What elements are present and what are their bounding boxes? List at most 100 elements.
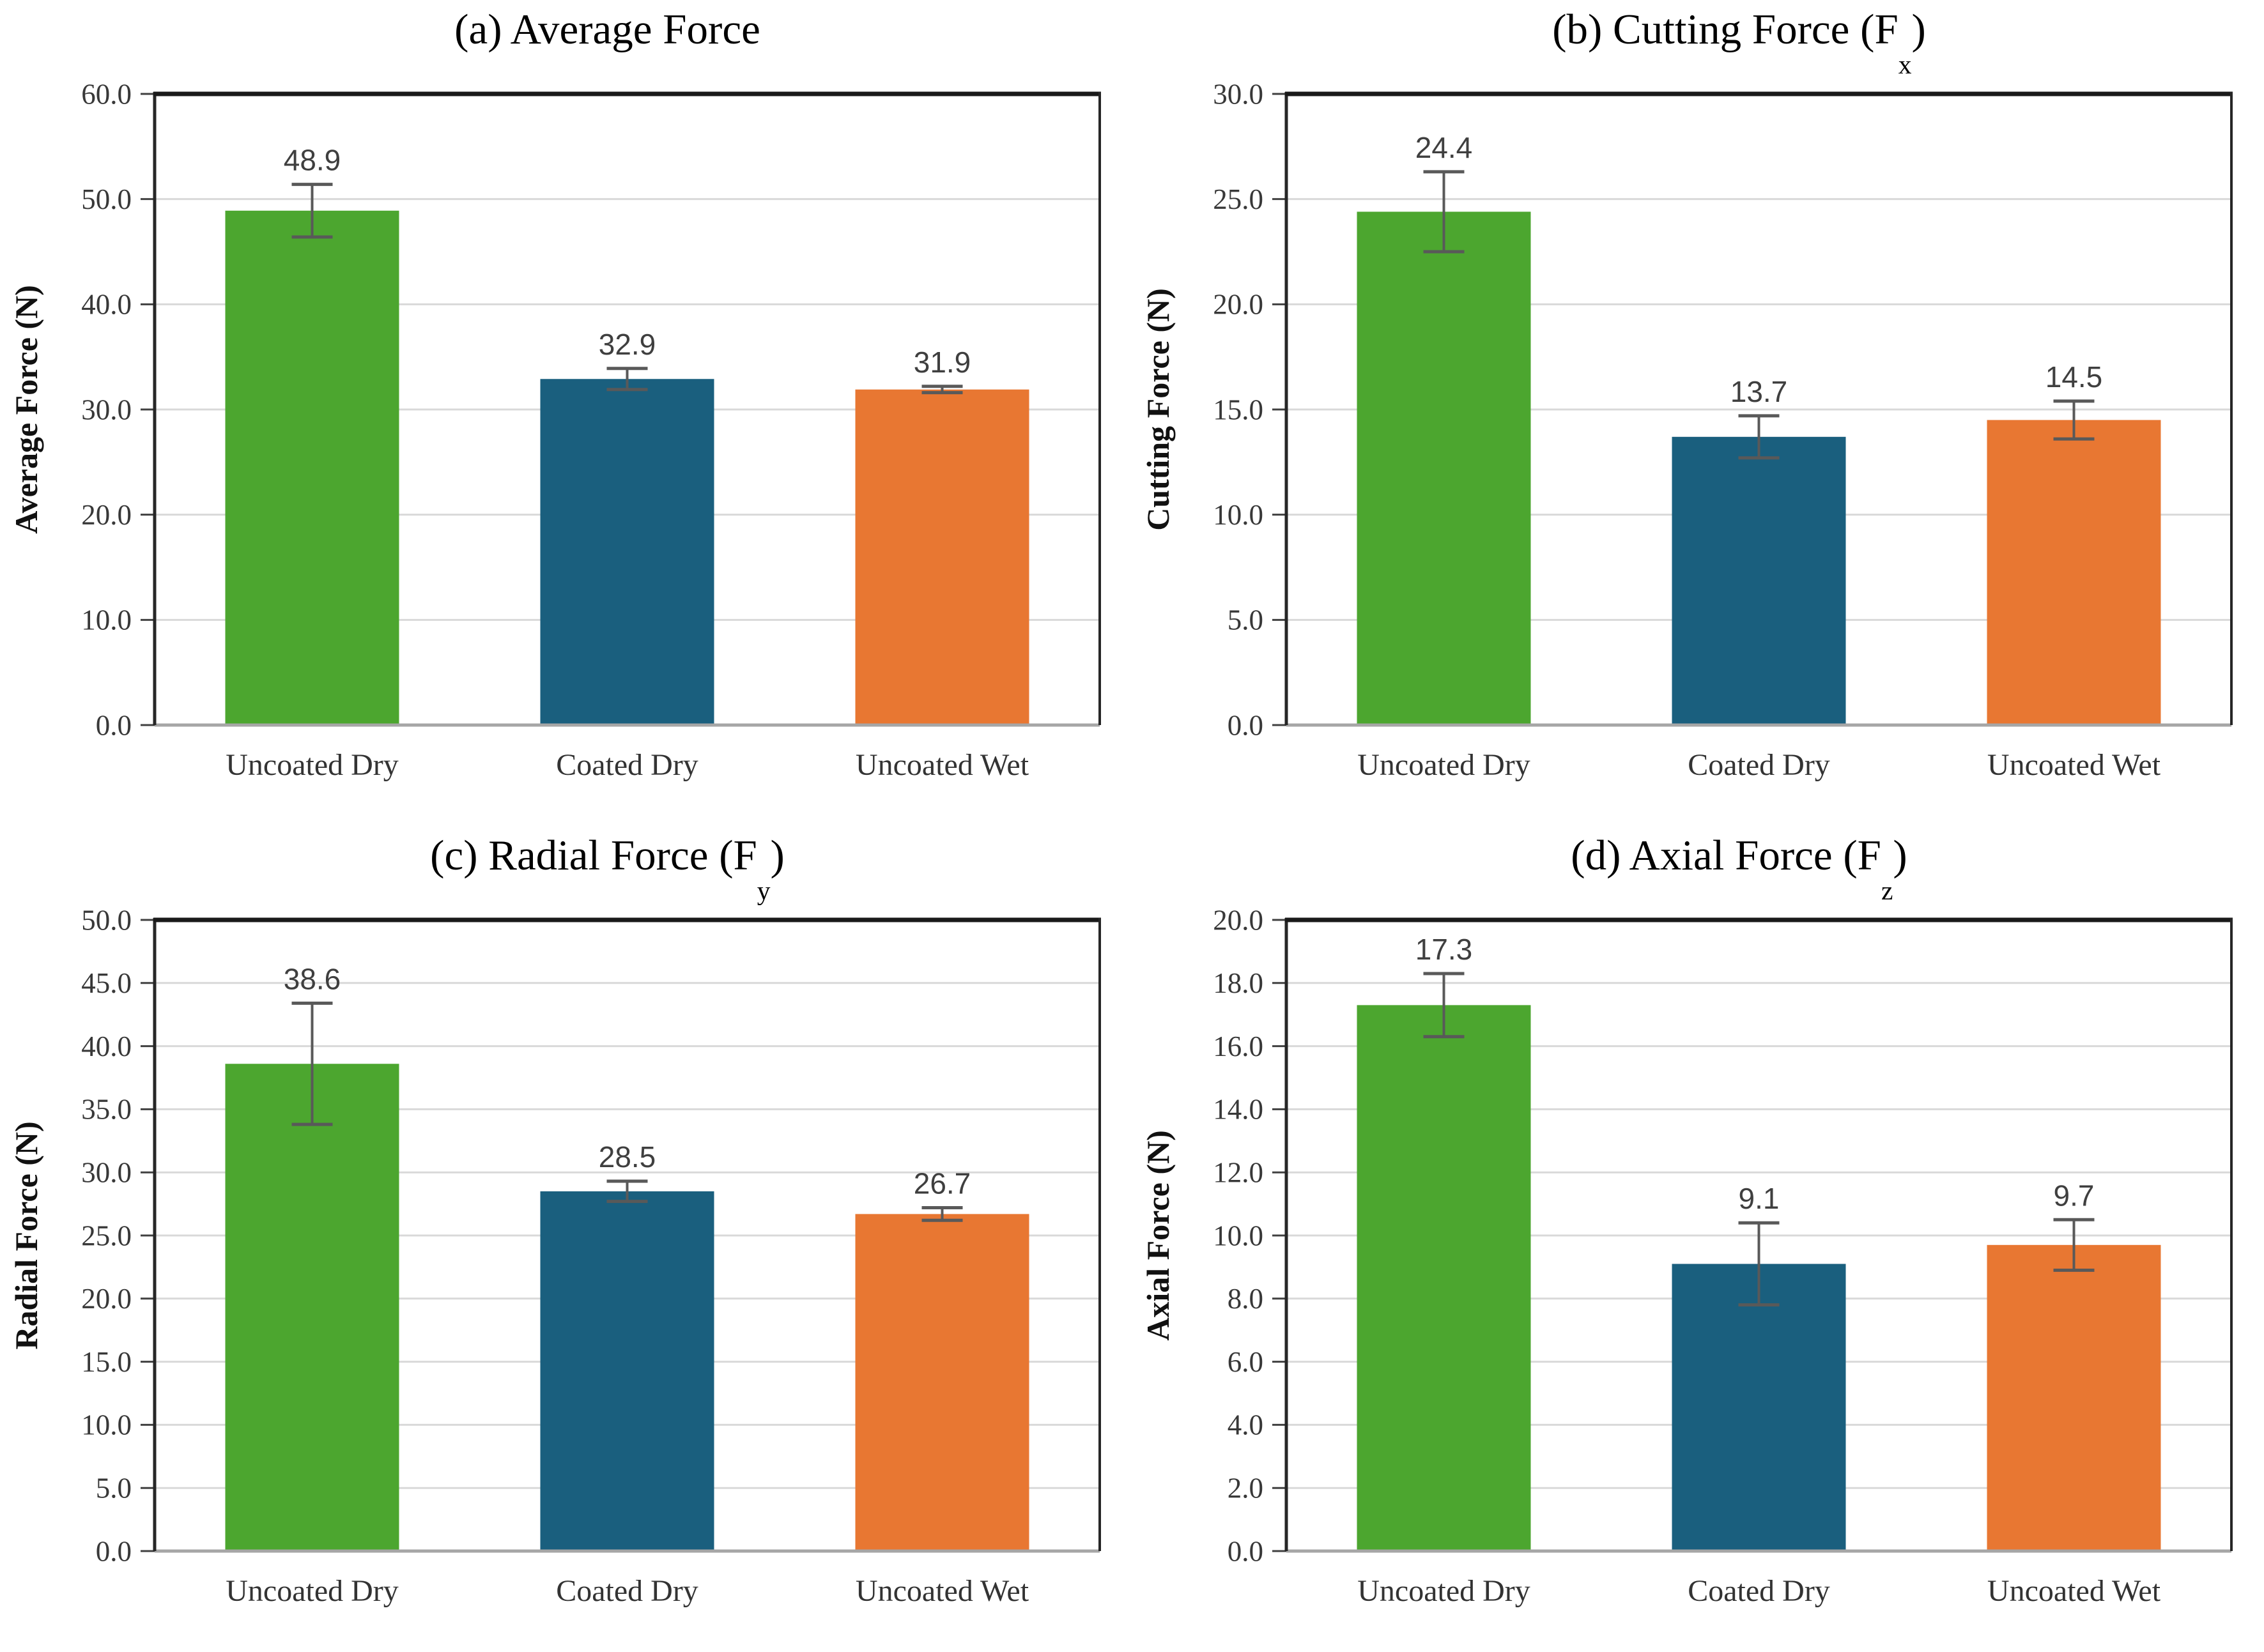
y-axis-title: Average Force (N) [8,285,44,534]
y-tick-label: 20.0 [1213,289,1263,321]
chart-c-title-text: (c) Radial Force (F [430,832,757,879]
chart-c-title: (c) Radial Force (F y) [430,832,785,905]
chart-d-title-suffix: ) [1893,832,1907,879]
y-tick-label: 35.0 [81,1094,132,1126]
y-tick-label: 6.0 [1228,1346,1263,1378]
chart-b-title: (b) Cutting Force (F x) [1552,6,1926,79]
chart-b-plot-area: 0.0 5.0 10.0 15.0 20.0 25.0 30.0 24.4 Uncoated D… [1132,73,2263,826]
y-tick-label: 10.0 [1213,1220,1263,1251]
y-tick-label: 0.0 [96,1535,132,1567]
cutting-force-svg: 0.0 5.0 10.0 15.0 20.0 25.0 30.0 24.4 Uncoated D… [1140,78,2233,782]
value-label-uncoated-dry: 24.4 [1415,131,1473,164]
y-tick-label: 60.0 [81,78,132,110]
y-tick-label: 4.0 [1228,1409,1263,1441]
y-tick-label: 12.0 [1213,1157,1263,1189]
chart-a-average-force: (a) Average Force 0.0 10.0 20.0 30.0 40.0 50.… [0,0,1132,826]
chart-a-plot-area: 0.0 10.0 20.0 30.0 40.0 50.0 60.0 48.9 Uncoated … [0,73,1132,826]
y-axis-title: Axial Force (N) [1140,1130,1176,1341]
x-category-label-uncoated-wet: Uncoated Wet [856,1574,1029,1608]
y-tick-label: 25.0 [1213,183,1263,215]
value-label-uncoated-wet: 26.7 [914,1167,971,1200]
y-tick-label: 30.0 [81,1157,132,1189]
x-category-label-coated-dry: Coated Dry [1688,748,1830,782]
x-category-label-uncoated-wet: Uncoated Wet [1987,1574,2161,1608]
average-force-svg: 0.0 10.0 20.0 30.0 40.0 50.0 60.0 48.9 Uncoated … [8,78,1101,782]
x-category-label-uncoated-dry: Uncoated Dry [1357,1574,1530,1608]
y-tick-label: 0.0 [1228,709,1263,741]
x-category-label-uncoated-dry: Uncoated Dry [1357,748,1530,782]
y-tick-label: 50.0 [81,904,132,936]
y-tick-label: 30.0 [1213,78,1263,110]
value-label-uncoated-wet: 31.9 [914,346,971,379]
x-category-label-uncoated-wet: Uncoated Wet [856,748,1029,782]
y-tick-label: 5.0 [1228,604,1263,636]
x-category-label-uncoated-wet: Uncoated Wet [1987,748,2161,782]
y-tick-label: 20.0 [1213,904,1263,936]
bar-coated-dry [1672,436,1846,725]
chart-b-title-suffix: ) [1911,6,1926,53]
y-tick-label: 18.0 [1213,967,1263,999]
chart-c-plot-area: 0.0 5.0 10.0 15.0 20.0 25.0 30.0 35.0 40.0 45.0 50… [0,899,1132,1652]
bar-uncoated-dry [1357,211,1531,726]
value-label-coated-dry: 32.9 [599,328,656,361]
value-label-uncoated-wet: 9.7 [2054,1179,2095,1212]
bar-coated-dry [540,1191,714,1551]
y-tick-label: 15.0 [1213,394,1263,425]
y-tick-label: 14.0 [1213,1094,1263,1126]
chart-d-axial-force: (d) Axial Force (F z) 0.0 2.0 4.0 6.0 8.0 10.0… [1132,826,2263,1652]
chart-b-title-text: (b) Cutting Force (F [1552,6,1898,53]
value-label-uncoated-wet: 14.5 [2045,360,2103,394]
y-tick-label: 0.0 [1228,1535,1263,1567]
bar-uncoated-wet [855,389,1029,725]
radial-force-svg: 0.0 5.0 10.0 15.0 20.0 25.0 30.0 35.0 40.0 45.0 50… [8,904,1101,1608]
bar-uncoated-dry [225,1064,399,1551]
y-tick-label: 50.0 [81,183,132,215]
bar-uncoated-wet [1987,420,2161,725]
y-tick-label: 45.0 [81,967,132,999]
bar-uncoated-dry [1357,1005,1531,1551]
chart-c-title-suffix: ) [770,832,785,879]
bar-uncoated-dry [225,210,399,725]
y-tick-label: 25.0 [81,1220,132,1251]
y-tick-label: 16.0 [1213,1030,1263,1062]
y-axis-title: Cutting Force (N) [1140,288,1176,531]
y-tick-label: 20.0 [81,1283,132,1315]
chart-d-plot-area: 0.0 2.0 4.0 6.0 8.0 10.0 12.0 14.0 16.0 18.0 20.0 1… [1132,899,2263,1652]
y-axis-title: Radial Force (N) [8,1121,44,1349]
value-label-uncoated-dry: 38.6 [284,962,341,995]
chart-d-title: (d) Axial Force (F z) [1571,832,1907,905]
value-label-coated-dry: 9.1 [1739,1182,1780,1215]
y-tick-label: 10.0 [81,604,132,636]
y-tick-label: 5.0 [96,1472,132,1504]
value-label-coated-dry: 28.5 [599,1140,656,1174]
x-category-label-coated-dry: Coated Dry [1688,1574,1830,1608]
chart-c-radial-force: (c) Radial Force (F y) 0.0 5.0 10.0 15.0 20.0… [0,826,1132,1652]
y-tick-label: 15.0 [81,1346,132,1378]
value-label-coated-dry: 13.7 [1730,375,1788,408]
chart-d-title-text: (d) Axial Force (F [1571,832,1881,879]
bar-uncoated-wet [1987,1244,2161,1551]
y-tick-label: 8.0 [1228,1283,1263,1315]
axial-force-svg: 0.0 2.0 4.0 6.0 8.0 10.0 12.0 14.0 16.0 18.0 20.0 1… [1140,904,2233,1608]
y-tick-label: 10.0 [1213,499,1263,531]
x-category-label-uncoated-dry: Uncoated Dry [226,748,399,782]
y-tick-label: 40.0 [81,289,132,321]
bar-coated-dry [1672,1264,1846,1551]
y-tick-label: 10.0 [81,1409,132,1441]
chart-a-title-text: (a) Average Force [454,6,760,53]
value-label-uncoated-dry: 48.9 [284,144,341,177]
x-category-label-coated-dry: Coated Dry [556,1574,698,1608]
y-tick-label: 30.0 [81,394,132,425]
x-category-label-coated-dry: Coated Dry [556,748,698,782]
x-category-label-uncoated-dry: Uncoated Dry [226,1574,399,1608]
chart-b-cutting-force: (b) Cutting Force (F x) 0.0 5.0 10.0 15.0 20.… [1132,0,2263,826]
y-tick-label: 20.0 [81,499,132,531]
y-tick-label: 2.0 [1228,1472,1263,1504]
y-tick-label: 0.0 [96,709,132,741]
y-tick-label: 40.0 [81,1030,132,1062]
chart-a-title: (a) Average Force [0,0,1132,73]
bar-coated-dry [540,379,714,725]
value-label-uncoated-dry: 17.3 [1415,933,1473,966]
bar-uncoated-wet [855,1214,1029,1551]
